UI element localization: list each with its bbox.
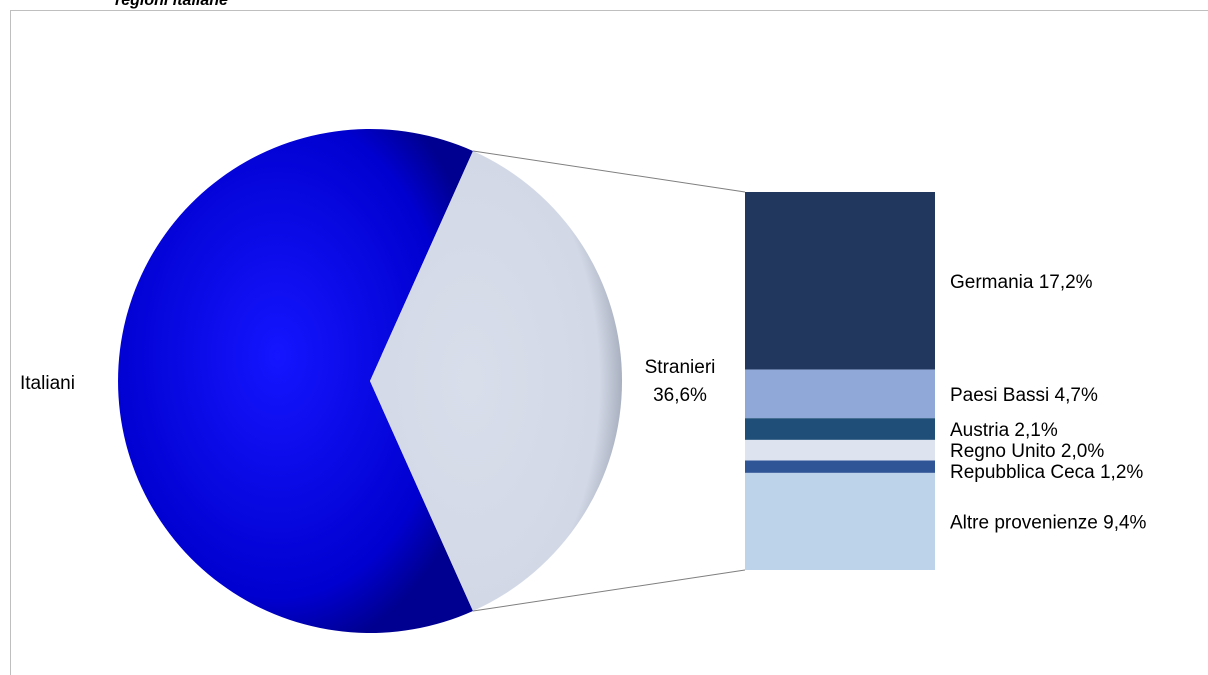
connector-line-bottom [472,569,746,612]
bar-label-repubblica-ceca: Repubblica Ceca 1,2% [950,462,1143,483]
pie-slice-italiani [118,129,474,633]
bar-label-regno-unito: Regno Unito 2,0% [950,441,1104,462]
pie-slice-stranieri [370,151,623,611]
bar-label-germania: Germania 17,2% [950,272,1093,293]
chart-title: regioni italiane [115,0,228,9]
bar-label-paesi-bassi: Paesi Bassi 4,7% [950,385,1098,406]
connector-line-top [472,150,746,193]
bar-segment-altre-provenienze [745,472,935,570]
bar-segment-repubblica-ceca [745,460,935,473]
pie-label-italiani: Italiani [20,373,75,394]
bar-segment-regno-unito [745,439,935,461]
bar-label-austria: Austria 2,1% [950,420,1058,441]
pie-label-stranieri: Stranieri 36,6% [645,357,716,406]
bar-segment-germania [745,192,935,370]
bar-label-altre-provenienze: Altre provenienze 9,4% [950,513,1147,534]
chart-frame [10,10,1208,675]
bar-segment-austria [745,418,935,440]
bar-segment-paesi-bassi [745,369,935,419]
